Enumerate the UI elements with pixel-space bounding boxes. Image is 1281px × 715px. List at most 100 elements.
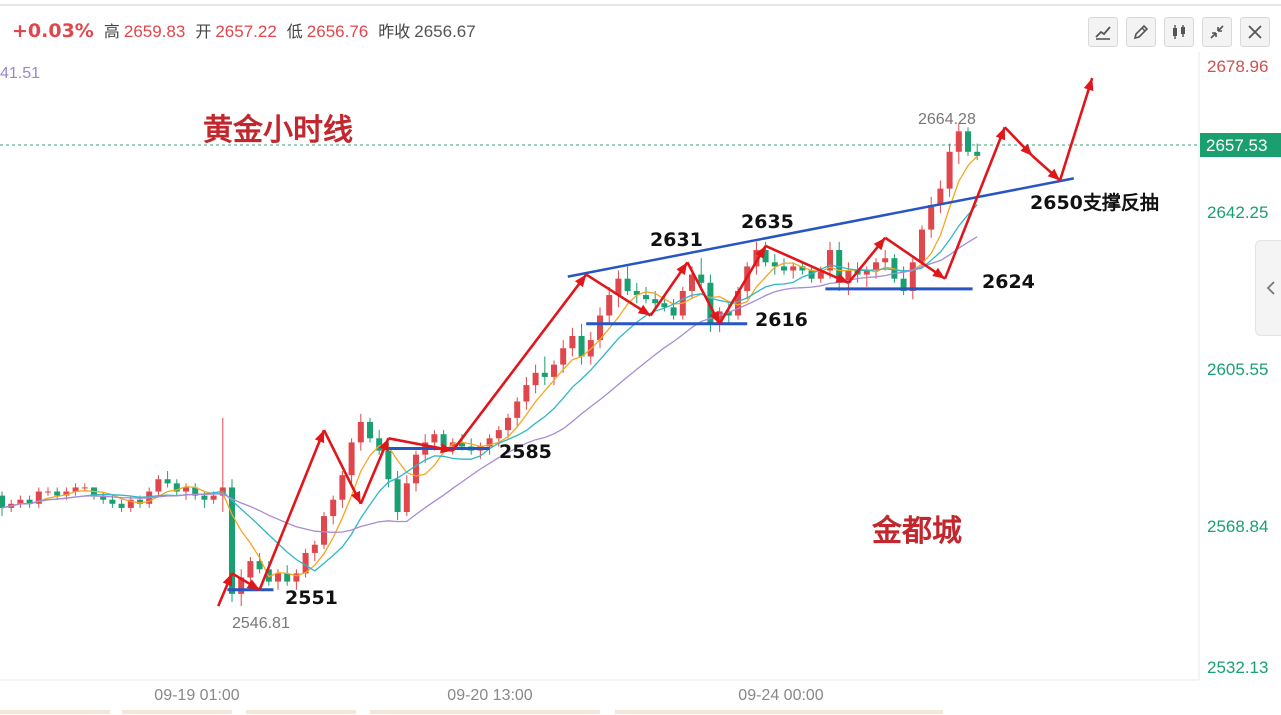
candle (45, 487, 51, 496)
quote-header: +0.03% 高 2659.83 开 2657.22 低 2656.76 昨收 … (0, 18, 1080, 48)
arrow-head (350, 490, 361, 504)
candle (109, 495, 116, 508)
y-axis-tick: 2678.96 (1207, 57, 1268, 76)
candle-body (26, 499, 33, 504)
candle-body (882, 258, 889, 263)
candle-body (339, 475, 346, 500)
side-panel-toggle[interactable] (1255, 240, 1281, 336)
draw-pen-button[interactable] (1126, 17, 1156, 47)
candle (532, 364, 539, 394)
candle (367, 417, 373, 443)
arrow-head (379, 438, 389, 452)
indicator-icon (1173, 25, 1185, 39)
candle-body (164, 479, 171, 484)
draw-pen-icon (1133, 24, 1149, 40)
candle-body (192, 487, 199, 496)
trend-line (567, 177, 1075, 278)
candle (311, 540, 318, 562)
arrow-head (873, 237, 886, 251)
candle-body (440, 434, 447, 447)
candle-body (597, 315, 603, 341)
arrow-head (676, 262, 688, 276)
arrow-head (637, 304, 651, 316)
candle (615, 270, 622, 308)
candle (357, 413, 364, 451)
watermark-text: 金都城 (871, 514, 962, 549)
ma-slow-line (1, 236, 978, 533)
candle-body (946, 151, 953, 189)
candle-body (670, 307, 677, 316)
candle-body (790, 266, 797, 271)
candle (17, 495, 24, 508)
arrow-head (835, 273, 849, 283)
candle (330, 495, 337, 525)
candle-body (735, 290, 741, 316)
candle-body (495, 430, 502, 439)
candle (413, 450, 419, 492)
zigzag-arrow-segment (943, 126, 1007, 280)
candle-body (827, 250, 833, 271)
bottom-scroll-strip[interactable] (0, 710, 1281, 715)
prev-close-label: 昨收 (378, 22, 411, 41)
candle-body (643, 295, 649, 300)
candle-body (725, 311, 732, 316)
candle-body (919, 229, 925, 263)
candle-body (707, 282, 714, 324)
collapse-button[interactable] (1202, 17, 1232, 47)
close-button[interactable] (1240, 17, 1270, 47)
candle (946, 143, 953, 197)
annotation-label: 2650支撑反抽 (1030, 191, 1159, 214)
candle-body (551, 364, 557, 377)
zigzag-arrow-segment (258, 429, 326, 591)
candle (698, 258, 705, 287)
candle (578, 323, 585, 365)
candle-body (81, 487, 88, 489)
candle-body (955, 131, 962, 152)
candle-body (928, 205, 935, 230)
zigzag-arrow-segment (451, 273, 588, 452)
candle-body (541, 372, 548, 377)
annotation-label: 2585 (499, 441, 552, 463)
arrow-head (932, 267, 945, 279)
candle-body (210, 495, 217, 500)
candle-body (63, 491, 70, 496)
candle (339, 471, 346, 508)
candle-body (909, 262, 916, 291)
candle-body (35, 491, 42, 504)
candle (808, 266, 815, 283)
candle-body (900, 278, 907, 291)
arrow-head (755, 245, 766, 259)
candle-body (330, 499, 337, 517)
top-border (0, 4, 1281, 6)
candle (238, 569, 245, 607)
y-axis-tick: 2605.55 (1207, 360, 1268, 379)
zigzag-arrow-segment (765, 244, 849, 284)
candle (514, 397, 521, 427)
candle-body (698, 274, 705, 283)
y-axis-tick: 2568.84 (1207, 517, 1268, 536)
candle (551, 360, 557, 386)
min-price-label: 2546.81 (232, 615, 290, 632)
candle (164, 471, 171, 488)
candle-body (247, 561, 254, 578)
candle (376, 430, 383, 455)
candle (321, 511, 327, 549)
candle-body (348, 442, 355, 476)
candle (909, 258, 916, 300)
candle-body (863, 270, 870, 275)
annotation-label: 2551 (285, 587, 338, 609)
candle (394, 471, 401, 521)
candle (827, 241, 833, 279)
candle-body (606, 295, 613, 316)
candle (937, 180, 944, 214)
candle (873, 258, 879, 279)
candle-body (72, 487, 79, 492)
candle-body (394, 479, 401, 512)
candle-body (238, 577, 245, 594)
indicator-button[interactable] (1164, 17, 1194, 47)
candle-body (817, 270, 824, 279)
line-tool-button[interactable] (1088, 17, 1118, 47)
arrow-head (222, 573, 232, 587)
collapse-icon (1210, 25, 1224, 39)
